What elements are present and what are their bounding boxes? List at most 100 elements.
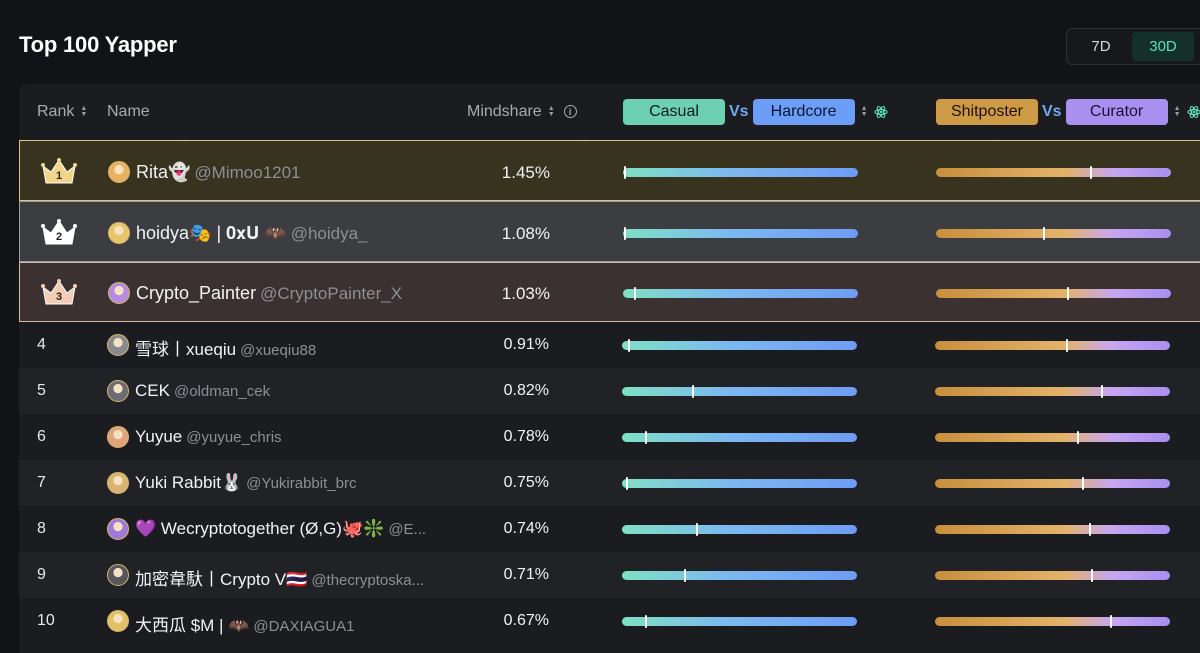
user-handle: @oldman_cek [173,383,271,400]
user-handle: @DAXIAGUA1 [253,618,355,635]
atom-icon[interactable] [873,105,888,119]
shitposter-curator-bar [935,523,1170,536]
range-30d-button[interactable]: 30D [1132,32,1194,61]
yapper-leaderboard-table: KAITO KAITO KAITO KAITO KAITO KAITO Rank… [19,84,1200,653]
user-name-cell[interactable]: CEK @oldman_cek [135,381,270,401]
hardcore-label: Hardcore [752,98,855,125]
avatar[interactable] [107,610,129,632]
casual-hardcore-bar [623,165,858,179]
name-column-header: Name [107,102,150,120]
rank-number: 6 [37,428,46,445]
bar-marker [1110,615,1113,628]
casual-hardcore-column-header[interactable]: Casual Vs Hardcore ▲ ▼ [623,84,888,139]
atom-icon[interactable] [1186,105,1200,119]
table-header: Rank ▲ ▼ Name Mindshare ▲ ▼ i Casual Vs Ha… [19,84,1200,139]
mindshare-value: 0.75% [503,474,549,491]
user-name-cell[interactable]: Yuyue @yuyue_chris [135,427,282,447]
table-row[interactable]: 9 加密韋馱丨Crypto V🇹🇭 @thecryptoska... 0.71% [19,552,1200,598]
casual-hardcore-bar [622,431,857,444]
shitposter-label: Shitposter [936,98,1038,125]
bar-marker [644,431,647,444]
bar-marker [1043,226,1046,240]
table-row[interactable]: 6 Yuyue @yuyue_chris 0.78% [19,414,1200,460]
avatar[interactable] [107,334,129,356]
mindshare-value: 0.67% [503,612,549,629]
shitposter-curator-bar [936,165,1171,179]
table-row[interactable]: 3 Crypto_Painter @CryptoPainter_X 1.03% [19,262,1200,322]
bar-marker [1100,385,1103,398]
bar-marker [696,523,699,536]
casual-hardcore-bar [622,477,857,490]
bar-marker [1077,431,1080,444]
shitposter-curator-column-header[interactable]: Shitposter Vs Curator ▲ ▼ [936,84,1200,139]
avatar[interactable] [108,221,130,244]
avatar[interactable] [108,160,130,183]
avatar[interactable] [108,282,130,304]
bar-marker [1089,523,1092,536]
shitposter-curator-bar [935,477,1170,490]
rank-column-header[interactable]: Rank ▲ ▼ [37,84,87,139]
bar-marker [1066,287,1069,300]
bar-marker [633,287,636,300]
user-name-cell[interactable]: 💜 Wecryptotogether (Ø,G)🐙❇️ @E... [135,519,426,539]
bar-marker [1090,165,1093,179]
avatar[interactable] [107,564,129,586]
mindshare-value: 0.91% [503,336,549,353]
user-handle: @Yukirabbit_brc [246,475,357,492]
table-row[interactable]: 4 雪球丨xueqiu @xueqiu88 0.91% [19,322,1200,368]
display-name: hoidya🎭 | 𝟎𝐱𝐔 🦇 [136,222,287,243]
mindshare-value: 0.78% [503,428,549,445]
table-row[interactable]: 8 💜 Wecryptotogether (Ø,G)🐙❇️ @E... 0.74% [19,506,1200,552]
rank-number: 3 [55,291,63,303]
user-name-cell[interactable]: 雪球丨xueqiu @xueqiu88 [135,335,316,360]
casual-hardcore-bar [622,523,857,536]
info-icon[interactable]: i [563,105,577,118]
crown-icon [41,218,77,244]
display-name: 雪球丨xueqiu [135,340,237,359]
table-row[interactable]: 5 CEK @oldman_cek 0.82% [19,368,1200,414]
avatar[interactable] [107,426,129,448]
display-name: Yuyue [135,427,183,446]
avatar[interactable] [107,380,129,402]
display-name: 大西瓜 $M | 🦇 [135,616,250,635]
user-name-cell[interactable]: hoidya🎭 | 𝟎𝐱𝐔 🦇 @hoidya_ [136,223,368,244]
rank-number: 4 [37,336,46,353]
table-row[interactable]: 2 hoidya🎭 | 𝟎𝐱𝐔 🦇 @hoidya_ 1.08% [19,201,1200,262]
avatar[interactable] [107,518,129,540]
sort-icon: ▲ ▼ [860,104,868,118]
range-7d-button[interactable]: 7D [1091,38,1111,55]
shitposter-curator-bar [935,339,1170,352]
mindshare-column-header[interactable]: Mindshare ▲ ▼ i [467,84,577,139]
rank-number: 7 [37,474,46,491]
casual-hardcore-bar [623,287,858,300]
bar-marker [625,477,628,490]
user-name-cell[interactable]: Rita👻 @Mimoo1201 [136,162,301,183]
avatar[interactable] [107,472,129,494]
bar-marker [684,569,687,582]
user-name-cell[interactable]: 大西瓜 $M | 🦇 @DAXIAGUA1 [135,611,354,636]
shitposter-curator-bar [935,385,1170,398]
table-row[interactable]: 10 大西瓜 $M | 🦇 @DAXIAGUA1 0.67% [19,598,1200,644]
shitposter-curator-bar [936,287,1171,300]
casual-hardcore-bar [622,615,857,628]
display-name: CEK [135,381,170,400]
bar-marker [624,165,627,179]
mindshare-value: 0.71% [503,566,549,583]
display-name: 💜 Wecryptotogether (Ø,G)🐙❇️ [135,519,385,538]
user-name-cell[interactable]: Crypto_Painter @CryptoPainter_X [136,283,402,304]
user-handle: @CryptoPainter_X [260,284,403,303]
mindshare-header-label: Mindshare [467,102,542,120]
user-name-cell[interactable]: 加密韋馱丨Crypto V🇹🇭 @thecryptoska... [135,565,424,590]
mindshare-value: 1.08% [501,223,550,243]
casual-label: Casual [623,98,725,125]
page-title: Top 100 Yapper [19,32,177,57]
display-name: 加密韋馱丨Crypto V🇹🇭 [135,570,308,589]
curator-label: Curator [1065,98,1168,125]
crown-icon [41,157,77,183]
user-name-cell[interactable]: Yuki Rabbit🐰 @Yukirabbit_brc [135,473,356,493]
bar-marker [1091,569,1094,582]
casual-hardcore-bar [623,226,858,240]
table-row[interactable]: 1 Rita👻 @Mimoo1201 1.45% [19,140,1200,201]
user-handle: @E... [388,521,427,538]
table-row[interactable]: 7 Yuki Rabbit🐰 @Yukirabbit_brc 0.75% [19,460,1200,506]
